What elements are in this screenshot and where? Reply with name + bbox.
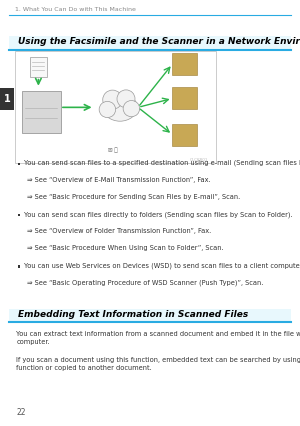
Text: ⇒ See “Basic Procedure When Using Scan to Folder”, Scan.: ⇒ See “Basic Procedure When Using Scan t… bbox=[27, 245, 224, 251]
Bar bbox=[18, 265, 20, 268]
FancyBboxPatch shape bbox=[22, 91, 61, 133]
Text: 22: 22 bbox=[16, 408, 26, 417]
FancyBboxPatch shape bbox=[9, 309, 291, 322]
Ellipse shape bbox=[123, 101, 140, 117]
Text: ✉ ⎘: ✉ ⎘ bbox=[108, 148, 117, 153]
Bar bbox=[18, 163, 20, 165]
Text: You can send scan files directly to folders (Sending scan files by Scan to Folde: You can send scan files directly to fold… bbox=[24, 211, 292, 218]
Text: You can send scan files to a specified destination using e-mail (Sending scan fi: You can send scan files to a specified d… bbox=[24, 160, 300, 167]
Text: You can extract text information from a scanned document and embed it in the fil: You can extract text information from a … bbox=[16, 331, 300, 345]
Text: ⇒ See “Overview of E-Mail Transmission Function”, Fax.: ⇒ See “Overview of E-Mail Transmission F… bbox=[27, 177, 211, 183]
Text: 1: 1 bbox=[4, 94, 11, 104]
Text: If you scan a document using this function, embedded text can be searched by usi: If you scan a document using this functi… bbox=[16, 357, 300, 371]
Ellipse shape bbox=[99, 101, 116, 118]
Text: Using the Facsimile and the Scanner in a Network Environment: Using the Facsimile and the Scanner in a… bbox=[18, 37, 300, 46]
Text: You can use Web Services on Devices (WSD) to send scan files to a client compute: You can use Web Services on Devices (WSD… bbox=[24, 262, 300, 269]
FancyBboxPatch shape bbox=[172, 87, 197, 109]
Text: 1. What You Can Do with This Machine: 1. What You Can Do with This Machine bbox=[15, 7, 136, 12]
FancyBboxPatch shape bbox=[0, 88, 14, 110]
Text: CLCK801: CLCK801 bbox=[190, 158, 208, 162]
Text: ⇒ See “Basic Procedure for Sending Scan Files by E-mail”, Scan.: ⇒ See “Basic Procedure for Sending Scan … bbox=[27, 194, 240, 200]
Ellipse shape bbox=[103, 93, 137, 121]
Text: ⇒ See “Overview of Folder Transmission Function”, Fax.: ⇒ See “Overview of Folder Transmission F… bbox=[27, 228, 211, 234]
Ellipse shape bbox=[117, 90, 135, 108]
FancyBboxPatch shape bbox=[172, 124, 197, 146]
Ellipse shape bbox=[103, 90, 122, 109]
Bar bbox=[18, 214, 20, 216]
Text: Embedding Text Information in Scanned Files: Embedding Text Information in Scanned Fi… bbox=[18, 310, 248, 319]
FancyBboxPatch shape bbox=[172, 53, 197, 75]
FancyBboxPatch shape bbox=[30, 57, 47, 77]
FancyBboxPatch shape bbox=[9, 36, 291, 50]
Text: ⇒ See “Basic Operating Procedure of WSD Scanner (Push Type)”, Scan.: ⇒ See “Basic Operating Procedure of WSD … bbox=[27, 279, 263, 286]
FancyBboxPatch shape bbox=[15, 51, 216, 163]
